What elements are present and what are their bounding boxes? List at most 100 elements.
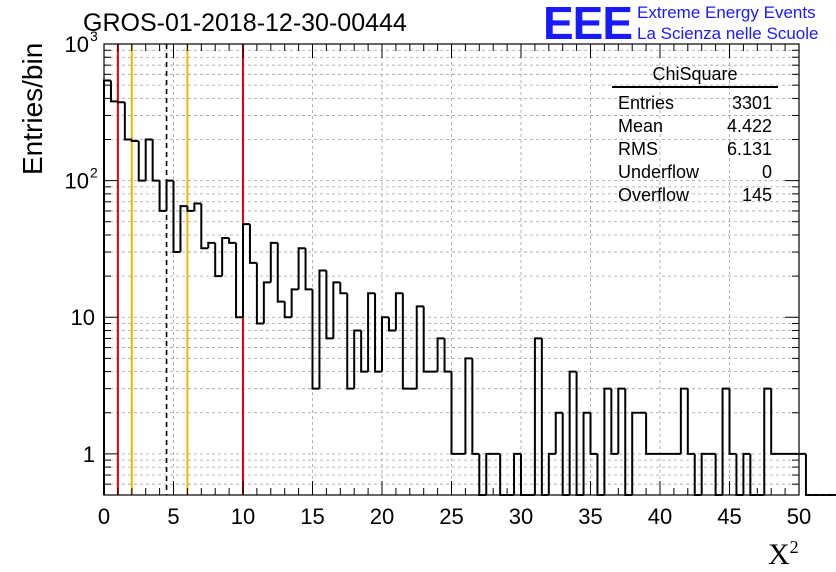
histogram-bin	[471, 358, 480, 455]
histogram-bin	[436, 337, 445, 372]
histogram-bin	[325, 270, 334, 340]
histogram-bin	[401, 293, 410, 390]
histogram-bin	[721, 387, 730, 495]
x-axis-label: X2	[768, 537, 799, 572]
histogram-bin	[568, 370, 577, 495]
histogram-bin	[151, 139, 160, 182]
histogram-bin	[332, 281, 341, 339]
stats-value: 0	[761, 162, 772, 182]
histogram-bin	[686, 388, 695, 455]
histogram-bin	[207, 241, 216, 249]
histogram-bin	[297, 247, 306, 290]
y-tick-label: 10	[71, 305, 95, 330]
histogram-bin	[276, 242, 285, 303]
histogram-bin	[742, 452, 751, 495]
histogram-bin	[311, 289, 320, 390]
histogram-bin	[582, 411, 591, 495]
histogram-bin	[235, 242, 243, 319]
histogram-bin	[193, 202, 202, 211]
x-tick-label: 30	[509, 504, 533, 529]
histogram-bin	[603, 387, 612, 495]
logo-text-line1: Extreme Energy Events	[637, 3, 816, 22]
histogram-bin	[144, 138, 153, 181]
histogram-bin	[130, 139, 139, 142]
histogram-bin	[360, 330, 369, 373]
histogram-bin	[374, 293, 382, 373]
stats-title: ChiSquare	[612, 64, 778, 88]
histogram-bin	[770, 388, 779, 455]
eee-logo-mark: EEE	[543, 0, 633, 49]
stats-box: ChiSquare Entries 3301 Mean 4.422 RMS 6.131…	[612, 64, 780, 207]
histogram-bin	[485, 452, 494, 495]
histogram-bin	[318, 269, 327, 389]
histogram-bin	[394, 292, 403, 331]
histogram-bin	[624, 388, 633, 496]
histogram-bin	[200, 203, 209, 250]
histogram-bin	[422, 306, 431, 373]
stats-row: Overflow 145	[612, 184, 780, 207]
reference-lines	[116, 44, 244, 495]
histogram-bin	[339, 282, 348, 295]
histogram-bin	[728, 388, 737, 455]
histogram-bin	[450, 371, 459, 455]
histogram-bin	[255, 262, 264, 325]
stats-label: RMS	[618, 139, 658, 159]
y-tick-label: 10	[65, 32, 89, 57]
histogram-bin	[290, 288, 299, 318]
stats-value: 4.422	[726, 116, 772, 136]
histogram-bin	[242, 223, 250, 318]
histogram-bin	[415, 305, 424, 389]
stats-row: Entries 3301	[612, 92, 780, 115]
y-axis-label: Entries/bin	[17, 42, 48, 175]
stats-value: 145	[741, 185, 772, 205]
histogram-bin	[381, 316, 389, 372]
histogram-bin	[123, 102, 132, 141]
histogram-bin	[179, 205, 188, 253]
histogram-bin	[228, 238, 237, 244]
stats-label: Overflow	[618, 185, 690, 205]
stats-label: Entries	[618, 93, 675, 113]
histogram-bin	[513, 452, 521, 495]
stats-value: 3301	[731, 93, 772, 113]
histogram-bin	[367, 292, 376, 372]
stats-label: Mean	[618, 116, 664, 136]
histogram-bin	[262, 281, 271, 324]
x-tick-label: 50	[787, 504, 811, 529]
histogram-bin	[679, 387, 688, 454]
stats-row: Mean 4.422	[612, 115, 780, 138]
stats-row: RMS 6.131	[612, 138, 780, 161]
x-tick-label: 0	[98, 504, 110, 529]
histogram-bin	[221, 237, 230, 277]
histogram-bin	[103, 79, 111, 495]
histogram-bin	[158, 180, 167, 212]
y-tick-label: 10	[65, 169, 89, 194]
histogram-bin	[443, 338, 452, 373]
histogram-bin	[109, 80, 118, 103]
x-tick-label: 20	[370, 504, 394, 529]
x-axis-ticks: 0 5 10 15 20 25 30 35 40 45 50	[98, 44, 811, 529]
histogram-bin	[533, 337, 542, 495]
histogram-bin	[610, 388, 619, 455]
x-tick-label: 35	[578, 504, 602, 529]
histogram-bin	[304, 248, 313, 291]
stats-value: 6.131	[726, 139, 772, 159]
x-tick-label: 5	[167, 504, 179, 529]
histogram-bin	[116, 101, 125, 104]
chart-title: GROS-01-2018-12-30-00444	[83, 9, 407, 37]
histogram-bin	[137, 140, 146, 182]
histogram-bin	[763, 387, 772, 495]
histogram-bin	[165, 179, 174, 211]
histogram-bin	[700, 452, 709, 495]
logo-text-line2: La Scienza nelle Scuole	[637, 24, 819, 43]
histogram-bin	[248, 224, 257, 264]
stats-label: Underflow	[618, 162, 700, 182]
x-tick-label: 25	[439, 504, 463, 529]
histogram-bin	[464, 357, 473, 454]
stats-row: Underflow 0	[612, 161, 780, 184]
histogram-bin	[617, 387, 626, 454]
histogram-bin	[589, 412, 598, 455]
y-tick-label: 1	[83, 442, 95, 467]
x-tick-label: 45	[717, 504, 741, 529]
histogram-bin	[575, 371, 584, 496]
